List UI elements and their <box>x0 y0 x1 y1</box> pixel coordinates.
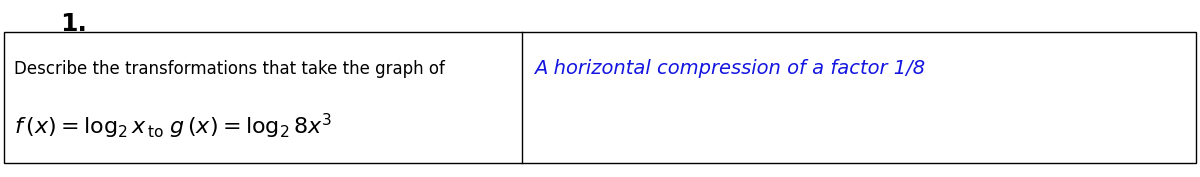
Text: Describe the transformations that take the graph of: Describe the transformations that take t… <box>13 60 444 78</box>
Bar <box>4 32 1196 163</box>
Text: 1.: 1. <box>60 12 86 36</box>
Text: $f\,(x) = \log_2 x_{\,\mathrm{to}}\; g\,(x) = \log_2 8x^3$: $f\,(x) = \log_2 x_{\,\mathrm{to}}\; g\,… <box>13 112 331 141</box>
Text: A horizontal compression of a factor 1/8: A horizontal compression of a factor 1/8 <box>534 59 925 78</box>
